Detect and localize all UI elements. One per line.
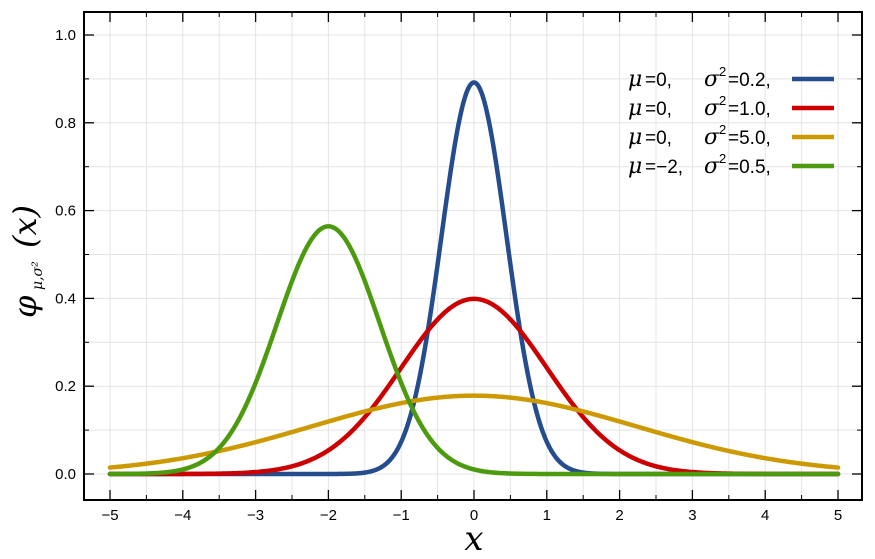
legend-sigma-value: =5.0,: [728, 128, 771, 149]
x-tick-label: 2: [615, 507, 623, 524]
series-line-3: [107, 393, 841, 470]
y-tick-label: 0.4: [55, 290, 76, 307]
legend-entry-4: μ =−2, σ 2 =0.5,: [628, 151, 834, 179]
legend-sigma-symbol: σ: [704, 125, 720, 150]
legend-mu-symbol: μ: [628, 125, 642, 150]
legend-mu-value: =0,: [645, 99, 672, 120]
legend-sigma-value: =0.2,: [728, 70, 771, 91]
y-tick-label: 0.6: [55, 203, 76, 220]
legend-mu-value: =0,: [645, 128, 672, 149]
y-axis-label: φ μ,σ² (x): [6, 205, 46, 318]
x-tick-label: −4: [174, 507, 191, 524]
legend-sigma-superscript: 2: [719, 64, 726, 79]
legend-mu-value: =−2,: [645, 157, 683, 178]
plot-border: [83, 11, 863, 501]
legend-entry-1: μ =0, σ 2 =0.2,: [628, 64, 834, 92]
x-tick-label: 3: [688, 507, 696, 524]
x-tick-label: −1: [393, 507, 410, 524]
legend: μ =0, σ 2 =0.2,μ =0, σ 2 =1.0,μ =0, σ 2 =5.0,μ =−2, σ 2…: [628, 64, 834, 179]
legend-mu-symbol: μ: [628, 96, 642, 121]
x-tick-label: 0: [470, 507, 478, 524]
x-axis-label: x: [464, 519, 483, 559]
legend-sigma-value: =1.0,: [728, 99, 771, 120]
legend-entry-2: μ =0, σ 2 =1.0,: [628, 93, 834, 121]
x-tick-label: 5: [834, 507, 842, 524]
y-tick-label: 1.0: [55, 27, 76, 44]
y-axis-label-main: φ: [6, 295, 44, 318]
legend-mu-value: =0,: [645, 70, 672, 91]
y-tick-label: 0.2: [55, 378, 76, 395]
x-tick-label: −3: [247, 507, 264, 524]
series-layer: [107, 80, 841, 477]
legend-mu-symbol: μ: [628, 154, 642, 179]
legend-sigma-symbol: σ: [704, 67, 720, 92]
ticks: −5 −4 −3 −2 −1 0 1 2 3 4 5 0.0 0.2 0.4 0.6 0.8 1.0: [55, 12, 862, 524]
legend-mu-symbol: μ: [628, 67, 642, 92]
y-tick-label: 0.0: [55, 466, 76, 483]
x-tick-label: −2: [320, 507, 337, 524]
x-tick-label: 1: [543, 507, 551, 524]
legend-sigma-superscript: 2: [719, 122, 726, 137]
legend-sigma-superscript: 2: [719, 93, 726, 108]
legend-sigma-superscript: 2: [719, 151, 726, 166]
x-tick-label: −5: [101, 507, 118, 524]
y-axis-label-argument: (x): [6, 205, 44, 248]
x-tick-label: 4: [761, 507, 769, 524]
legend-sigma-symbol: σ: [704, 154, 720, 179]
legend-entry-3: μ =0, σ 2 =5.0,: [628, 122, 834, 150]
plot-frame: [83, 11, 863, 501]
y-tick-label: 0.8: [55, 115, 76, 132]
series-line-4: [107, 224, 841, 477]
legend-sigma-value: =0.5,: [728, 157, 771, 178]
legend-sigma-symbol: σ: [704, 96, 720, 121]
y-axis-label-subscript: μ,σ²: [30, 261, 46, 290]
